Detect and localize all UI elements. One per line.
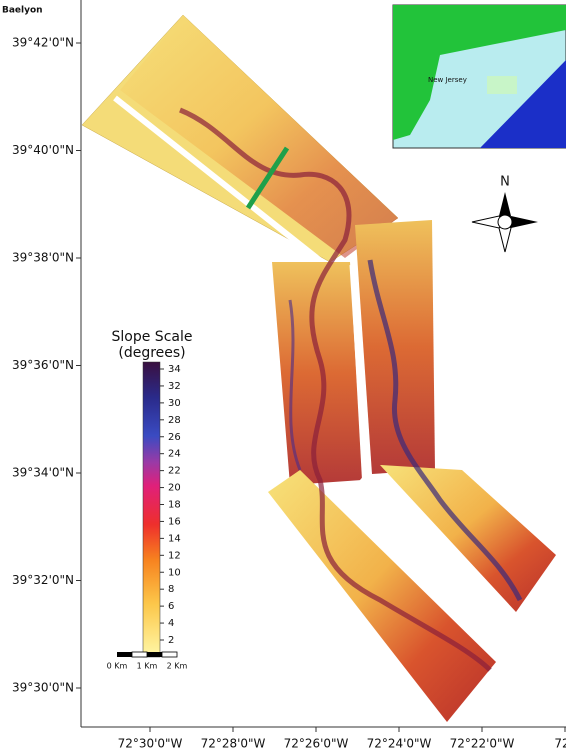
scale-tick-label: 28 <box>168 415 181 426</box>
scale-tick-label: 10 <box>168 567 181 578</box>
scale-tick-label: 18 <box>168 500 181 511</box>
scale-tick-label: 14 <box>168 533 181 544</box>
scale-title: Slope Scale <box>112 329 193 345</box>
scale-tick-label: 22 <box>168 466 181 477</box>
scale-tick-label: 32 <box>168 381 181 392</box>
latitude-label: 39°40'0"N <box>12 143 74 157</box>
latitude-label: 39°34'0"N <box>12 466 74 480</box>
scale-tick-label: 16 <box>168 516 181 527</box>
latitude-label: 39°42'0"N <box>12 36 74 50</box>
latitude-label: 39°32'0"N <box>12 573 74 587</box>
scale-tick-label: 24 <box>168 449 181 460</box>
longitude-label: 72° <box>554 737 566 751</box>
scale-bar-label: 0 Km <box>107 662 128 671</box>
longitude-label: 72°24'0"W <box>367 737 432 751</box>
slope-scale: Slope Scale (degrees) 343230282624222018… <box>112 329 193 657</box>
longitude-label: 72°26'0"W <box>284 737 349 751</box>
latitude-labels: 39°42'0"N 39°40'0"N 39°38'0"N 39°36'0"N 39°3… <box>12 36 81 695</box>
scale-tick-label: 34 <box>168 364 181 375</box>
latitude-label: 39°36'0"N <box>12 358 74 372</box>
longitude-labels: 72°30'0"W 72°28'0"W 72°26'0"W 72°24'0"W 72°2… <box>118 727 566 751</box>
latitude-label: 39°30'0"N <box>12 681 74 695</box>
scale-tick-label: 26 <box>168 432 181 443</box>
longitude-label: 72°30'0"W <box>118 737 183 751</box>
inset-label: New Jersey <box>428 76 467 84</box>
scale-bar: 0 Km 1 Km 2 Km <box>107 652 188 671</box>
longitude-label: 72°28'0"W <box>201 737 266 751</box>
scale-tick-label: 20 <box>168 483 181 494</box>
scale-tick-label: 30 <box>168 398 181 409</box>
scale-tick-label: 2 <box>168 635 174 646</box>
scale-bar-label: 2 Km <box>167 662 188 671</box>
map-figure: Baelyon 39°42'0"N 39°40'0"N 39°38'0"N 39°36… <box>0 0 566 755</box>
latitude-label: 39°38'0"N <box>12 251 74 265</box>
header-label: Baelyon <box>2 6 43 16</box>
scale-subtitle: (degrees) <box>118 345 185 361</box>
scale-tick-label: 6 <box>168 601 174 612</box>
scale-tick-label: 8 <box>168 584 174 595</box>
compass-label: N <box>500 175 510 190</box>
scale-bar-label: 1 Km <box>137 662 158 671</box>
longitude-label: 72°22'0"W <box>450 737 515 751</box>
compass: N <box>472 175 538 253</box>
scale-tick-label: 4 <box>168 618 174 629</box>
inset-map: New Jersey <box>393 5 566 148</box>
scale-tick-label: 12 <box>168 550 181 561</box>
